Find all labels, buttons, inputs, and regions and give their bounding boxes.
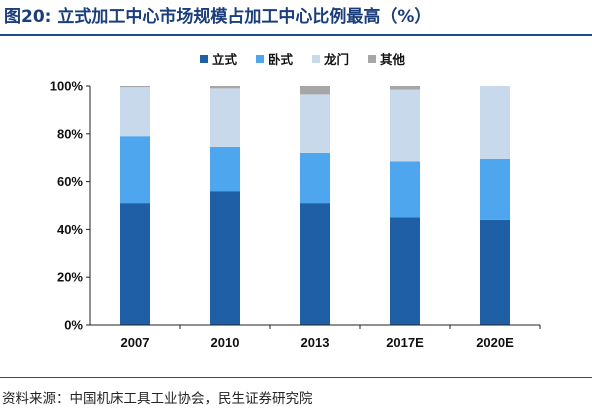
title-divider [0,34,592,36]
x-tick-label: 2017E [386,335,424,350]
bar-segment [300,86,330,95]
bar-segment [120,86,150,88]
bar-segment [210,191,240,325]
bar-segment [120,203,150,325]
y-tick-label: 40% [57,222,83,237]
y-tick-label: 80% [57,126,83,141]
bar-segment [120,136,150,204]
bar-segment [480,219,510,325]
bar-segment [480,86,510,159]
bar-segment [300,94,330,153]
legend-label: 卧式 [268,52,294,67]
source-divider [0,377,592,378]
bar-segment [390,161,420,218]
x-tick-label: 2010 [211,335,240,350]
bar-segment [390,217,420,325]
y-tick-label: 100% [50,79,84,94]
bar-segment [480,158,510,220]
bar-segment [390,89,420,162]
bar-segment [300,152,330,204]
bar-segment [390,86,420,90]
x-tick-label: 2007 [121,335,150,350]
legend-swatch [256,55,264,63]
bar-segment [210,88,240,147]
legend-swatch [200,55,208,63]
legend-label: 其他 [380,52,406,67]
bar-segment [300,203,330,325]
legend-swatch [368,55,376,63]
bar-segment [210,86,240,89]
y-tick-label: 20% [57,270,83,285]
bar-segment [210,146,240,192]
legend-label: 龙门 [323,52,349,67]
legend-swatch [312,55,320,63]
bar-segment [120,87,150,137]
source-note: 资料来源：中国机床工具工业协会，民生证券研究院 [2,391,313,407]
y-tick-label: 0% [64,318,83,333]
chart-bars [120,86,510,325]
y-tick-label: 60% [57,174,83,189]
chart-axes: 0% 20% 40% 60% 80% 100% 2007 2010 2013 2017E 2020E [50,79,541,350]
chart-title: 图20: 立式加工中心市场规模占加工中心比例最高（%） [4,7,432,27]
x-tick-label: 2013 [301,335,330,350]
chart-legend: 立式 卧式 龙门 其他 [200,52,406,67]
x-tick-label: 2020E [476,335,514,350]
legend-label: 立式 [212,52,238,67]
